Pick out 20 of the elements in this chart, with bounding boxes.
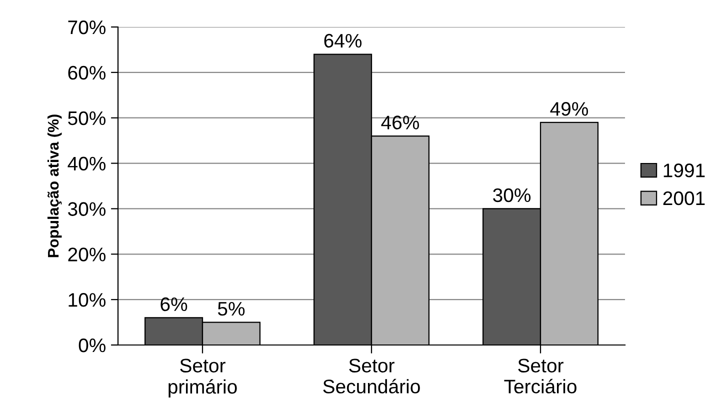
y-tick-label: 0%	[78, 338, 106, 352]
y-tick-label: 70%	[68, 20, 106, 34]
x-tick-label: Setor primário	[168, 358, 237, 398]
x-tick-label: Setor Secundário	[323, 358, 420, 394]
data-label: 6%	[160, 297, 188, 312]
legend-label: 2001	[663, 191, 705, 206]
data-label: 64%	[324, 34, 362, 48]
legend-label: 1991	[664, 164, 705, 178]
y-tick-label: 50%	[68, 111, 106, 126]
y-tick-label: 40%	[68, 156, 106, 171]
x-tick-label: Setor Terciário	[504, 358, 576, 394]
y-axis-title: População ativa (%)	[47, 114, 62, 258]
y-tick-label: 60%	[68, 66, 106, 80]
data-label: 49%	[550, 102, 588, 116]
y-tick-label: 10%	[68, 293, 106, 307]
data-label: 5%	[218, 302, 245, 316]
y-tick-label: 20%	[68, 248, 106, 262]
data-label: 46%	[381, 116, 419, 130]
data-label: 30%	[493, 188, 531, 202]
y-tick-label: 30%	[68, 202, 106, 216]
